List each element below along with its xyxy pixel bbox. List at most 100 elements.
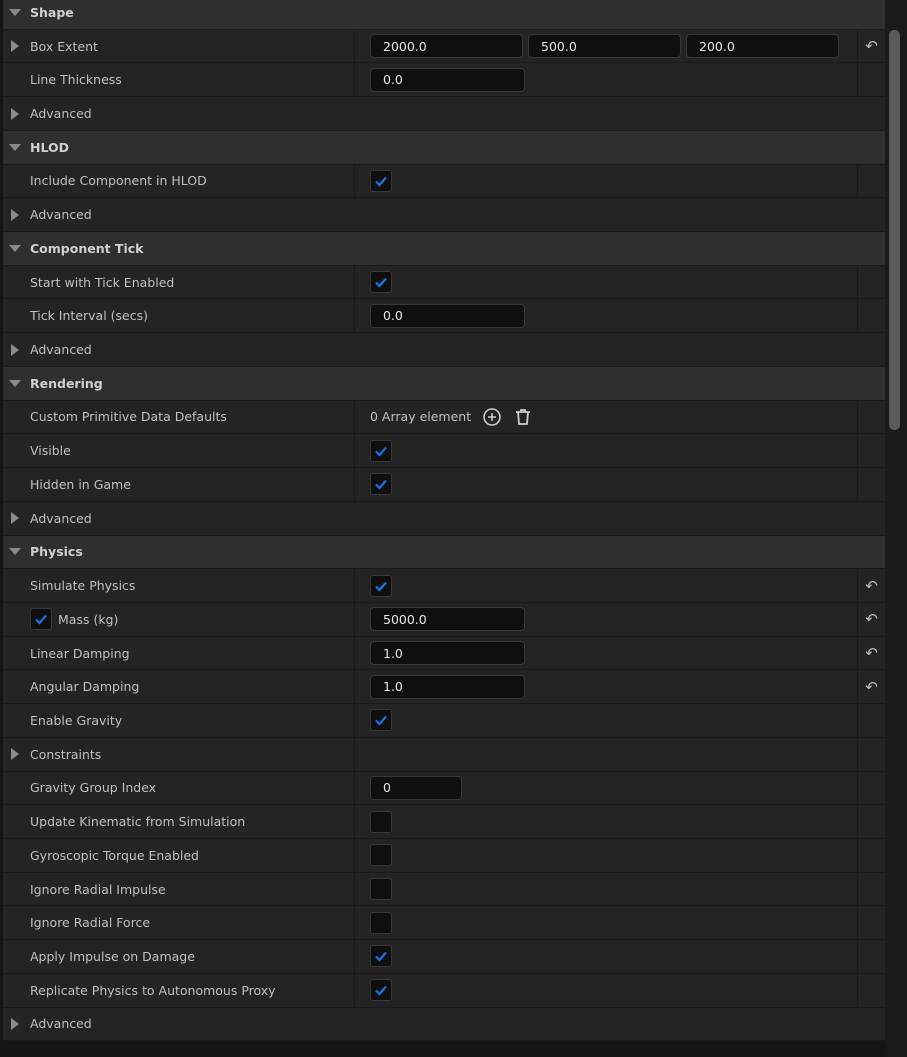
category-label: Shape — [30, 4, 74, 20]
advanced-label: Advanced — [30, 1016, 92, 1032]
advanced-section[interactable]: Advanced — [3, 198, 885, 233]
property-row-box-extent: Box Extent 2000.0 500.0 200.0 ↶ — [3, 29, 885, 64]
collapse-arrow-icon[interactable] — [9, 8, 21, 16]
property-value — [355, 872, 858, 906]
checkbox[interactable] — [370, 810, 392, 833]
checkmark-icon — [375, 176, 387, 187]
property-value: 0 — [355, 771, 858, 805]
collapse-arrow-icon[interactable] — [9, 548, 21, 556]
advanced-label: Advanced — [30, 207, 92, 223]
property-value — [355, 704, 858, 737]
checkbox[interactable] — [370, 169, 392, 192]
property-label: Gyroscopic Torque Enabled — [30, 847, 199, 863]
advanced-section[interactable]: Advanced — [3, 333, 885, 367]
collapse-arrow-icon[interactable] — [9, 244, 21, 252]
property-value — [355, 265, 858, 299]
collapse-arrow-icon[interactable] — [9, 143, 21, 151]
advanced-section[interactable]: Advanced — [3, 97, 885, 131]
property-row-start-with-tick-enabled: Start with Tick Enabled — [3, 265, 885, 300]
property-label: Custom Primitive Data Defaults — [30, 409, 227, 425]
property-value: 1.0 — [355, 670, 858, 704]
reset-to-default-icon[interactable]: ↶ — [865, 576, 878, 595]
array-count: 0 Array element — [370, 409, 472, 425]
scrollbar-thumb[interactable] — [889, 30, 900, 430]
property-value — [355, 973, 858, 1007]
trash-icon[interactable] — [513, 407, 533, 427]
property-row-ignore-radial-impulse: Ignore Radial Impulse — [3, 872, 885, 907]
checkbox[interactable] — [370, 574, 392, 597]
category-hlod[interactable]: HLOD — [3, 130, 885, 165]
checkbox[interactable] — [370, 979, 392, 1002]
reset-to-default-icon[interactable]: ↶ — [865, 610, 878, 629]
integer-input[interactable]: 0 — [370, 775, 462, 800]
category-component-tick[interactable]: Component Tick — [3, 232, 885, 266]
checkbox[interactable] — [370, 878, 392, 901]
expand-arrow-icon[interactable] — [11, 40, 19, 53]
checkmark-icon — [375, 277, 387, 288]
checkbox[interactable] — [30, 608, 52, 631]
checkbox[interactable] — [370, 844, 392, 867]
category-rendering[interactable]: Rendering — [3, 366, 885, 401]
property-label: Mass (kg) — [58, 611, 119, 627]
number-input[interactable]: 5000.0 — [370, 607, 525, 632]
property-value — [355, 164, 858, 198]
reset-to-default-icon[interactable]: ↶ — [865, 644, 878, 663]
property-row-tick-interval-secs: Tick Interval (secs) 0.0 — [3, 299, 885, 334]
category-shape[interactable]: Shape — [3, 0, 885, 30]
property-value — [355, 468, 858, 501]
checkmark-icon — [375, 716, 387, 727]
number-input[interactable]: 1.0 — [370, 641, 525, 666]
scrollbar[interactable] — [885, 0, 907, 1057]
expand-arrow-icon[interactable] — [11, 107, 19, 120]
vector-component-input[interactable]: 2000.0 — [370, 34, 523, 59]
number-input[interactable]: 0.0 — [370, 67, 525, 92]
expand-arrow-icon[interactable] — [11, 208, 19, 221]
property-label: Tick Interval (secs) — [30, 308, 148, 324]
property-value: 2000.0 500.0 200.0 — [355, 29, 858, 63]
advanced-section[interactable]: Advanced — [3, 501, 885, 536]
category-label: Rendering — [30, 375, 103, 391]
advanced-label: Advanced — [30, 510, 92, 526]
property-row-enable-gravity: Enable Gravity — [3, 704, 885, 738]
property-value: 0.0 — [355, 63, 858, 97]
number-input[interactable]: 0.0 — [370, 303, 525, 328]
property-label: Angular Damping — [30, 679, 140, 695]
checkbox[interactable] — [370, 473, 392, 496]
property-row-apply-impulse-on-damage: Apply Impulse on Damage — [3, 940, 885, 974]
expand-arrow-icon[interactable] — [11, 512, 19, 525]
reset-to-default-icon[interactable]: ↶ — [865, 37, 878, 56]
category-physics[interactable]: Physics — [3, 535, 885, 570]
category-label: HLOD — [30, 139, 69, 155]
property-value — [355, 838, 858, 872]
checkbox[interactable] — [370, 709, 392, 732]
advanced-label: Advanced — [30, 106, 92, 122]
property-label: Apply Impulse on Damage — [30, 948, 195, 964]
property-label: Line Thickness — [30, 72, 122, 88]
expand-arrow-icon[interactable] — [11, 748, 19, 761]
number-input[interactable]: 1.0 — [370, 674, 525, 699]
property-label: Box Extent — [30, 38, 98, 54]
property-row-custom-primitive-data-defaults: Custom Primitive Data Defaults 0 Array el… — [3, 400, 885, 435]
checkmark-icon — [375, 952, 387, 963]
vector-component-input[interactable]: 500.0 — [528, 34, 681, 59]
expand-arrow-icon[interactable] — [11, 343, 19, 356]
reset-to-default-icon[interactable]: ↶ — [865, 677, 878, 696]
expand-arrow-icon[interactable] — [11, 1017, 19, 1030]
add-element-icon[interactable] — [482, 407, 502, 427]
checkbox[interactable] — [370, 945, 392, 968]
property-row-gyroscopic-torque-enabled: Gyroscopic Torque Enabled — [3, 838, 885, 873]
property-row-simulate-physics: Simulate Physics ↶ — [3, 569, 885, 603]
vector-component-input[interactable]: 200.0 — [686, 34, 839, 59]
property-label: Replicate Physics to Autonomous Proxy — [30, 982, 276, 998]
advanced-section[interactable]: Advanced — [3, 1007, 885, 1042]
category-label: Component Tick — [30, 240, 144, 256]
checkbox[interactable] — [370, 271, 392, 294]
property-label: Ignore Radial Force — [30, 915, 151, 931]
checkmark-icon — [375, 446, 387, 457]
property-label: Update Kinematic from Simulation — [30, 814, 246, 830]
property-value — [355, 906, 858, 940]
checkbox[interactable] — [370, 911, 392, 934]
property-value: 5000.0 — [355, 602, 858, 636]
collapse-arrow-icon[interactable] — [9, 379, 21, 387]
checkbox[interactable] — [370, 439, 392, 462]
